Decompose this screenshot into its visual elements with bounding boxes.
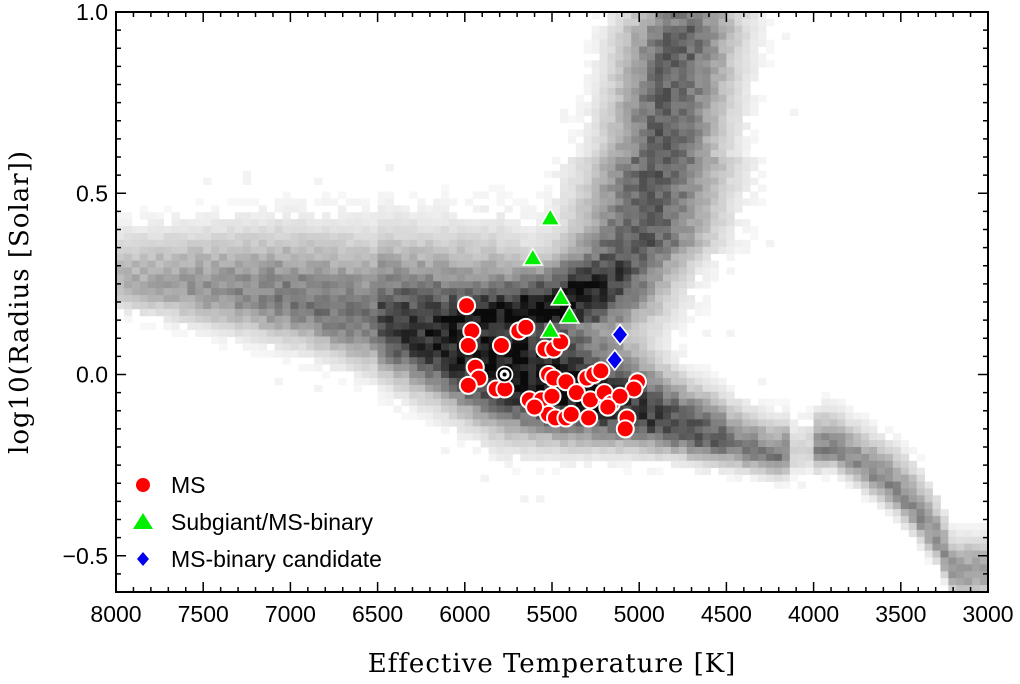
ms-point: [516, 317, 536, 337]
x-tick-label: 4500: [701, 601, 752, 627]
ms-point: [458, 375, 478, 395]
x-axis-label: Effective Temperature [K]: [368, 649, 737, 679]
subgiant-ms-binary-point: [539, 319, 562, 339]
x-tick-label: 7500: [178, 601, 229, 627]
y-tick-label: 0.5: [76, 180, 108, 206]
legend: MS Subgiant/MS-binary MS-binary candidate: [133, 472, 382, 572]
tick-labels: 8000 7500 7000 6500 6000 5500 5000 4500 4000 3500…: [63, 0, 1014, 627]
subgiant-ms-binary-point: [521, 246, 544, 266]
legend-circle-marker: [136, 478, 150, 492]
x-tick-label: 8000: [90, 601, 141, 627]
legend-diamond-marker: [137, 552, 149, 566]
legend-item: Subgiant/MS-binary: [133, 509, 373, 535]
subgiant-ms-binary-point: [549, 286, 572, 306]
ms-point: [598, 397, 618, 417]
x-tick-label: 6000: [439, 601, 490, 627]
legend-label: MS-binary candidate: [171, 546, 382, 572]
ms-point: [579, 408, 599, 428]
data-points: [457, 207, 647, 439]
ms-point: [458, 336, 478, 355]
x-tick-label: 3000: [962, 601, 1013, 627]
ms-point: [457, 296, 477, 316]
ms-point: [610, 386, 630, 406]
legend-label: Subgiant/MS-binary: [171, 509, 373, 535]
axis-ticks: [115, 11, 989, 593]
subgiant-ms-binary-point: [558, 304, 581, 324]
legend-label: MS: [171, 472, 206, 498]
ms-point: [491, 336, 511, 355]
ms-point: [591, 361, 611, 381]
y-axis-label: log10(Radius [Solar]): [5, 150, 35, 454]
x-tick-label: 5500: [526, 601, 577, 627]
ms-point: [542, 386, 562, 406]
x-tick-label: 6500: [352, 601, 403, 627]
y-tick-label: 1.0: [76, 0, 108, 25]
sun-symbol-dot: [502, 372, 507, 377]
sun-symbol-ring: [497, 367, 512, 382]
y-tick-label: 0.0: [76, 362, 108, 388]
x-tick-label: 3500: [875, 601, 926, 627]
x-tick-label: 4000: [788, 601, 839, 627]
ms-point: [615, 419, 635, 439]
ms-binary-candidate-point: [610, 323, 630, 346]
ms-point: [561, 404, 581, 424]
x-tick-label: 7000: [265, 601, 316, 627]
ms-point: [525, 397, 545, 417]
legend-triangle-marker: [133, 513, 153, 529]
legend-item: MS: [136, 472, 206, 498]
ms-binary-candidate-point: [605, 348, 624, 372]
subgiant-ms-binary-point: [539, 207, 562, 226]
sun-marker-group: [495, 365, 514, 384]
legend-item: MS-binary candidate: [137, 546, 382, 572]
y-tick-label: −0.5: [63, 543, 108, 569]
x-tick-label: 5000: [614, 601, 665, 627]
